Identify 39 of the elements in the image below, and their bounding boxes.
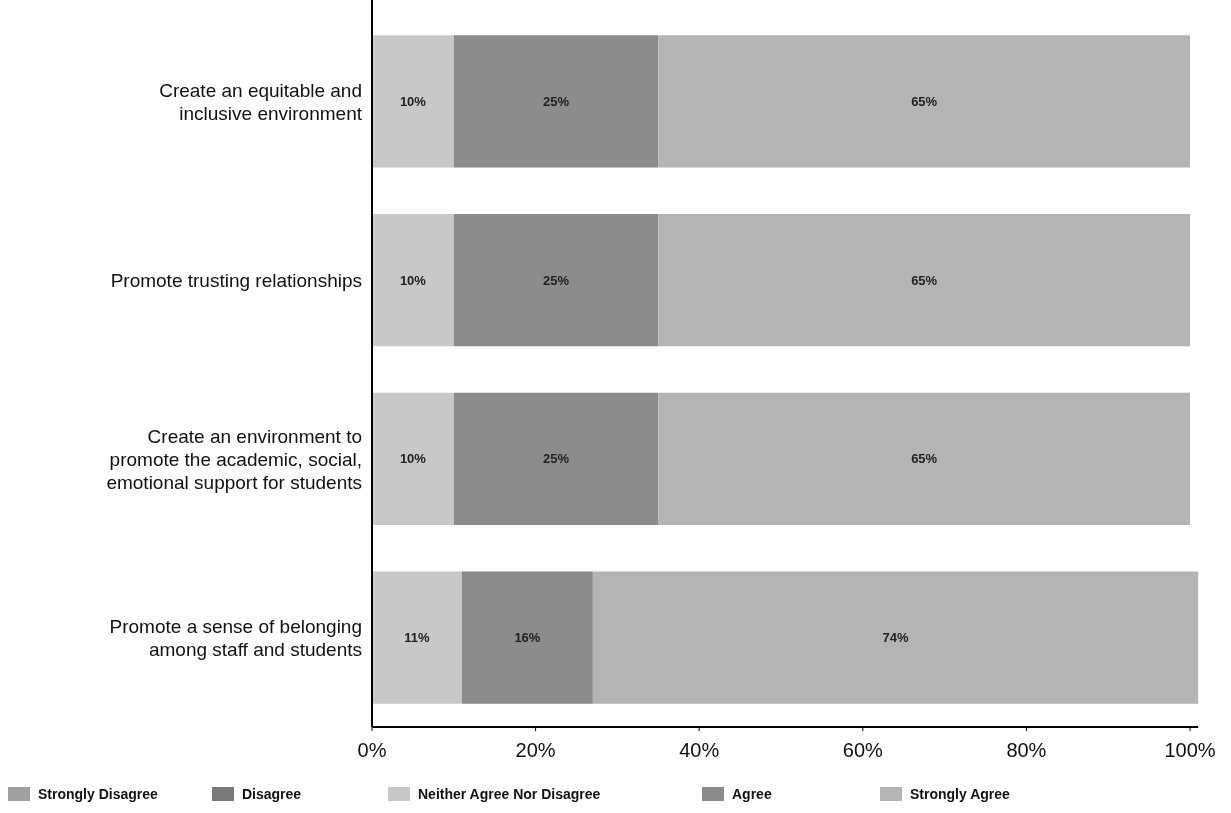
data-label: 10% (399, 451, 427, 467)
bar (453, 213, 659, 347)
y-tick-label: Create an equitable and inclusive environment (159, 79, 363, 124)
bar (658, 35, 1190, 168)
x-tick-label: 20% (515, 739, 556, 761)
bar (658, 392, 1190, 526)
x-tick-label: 60% (842, 739, 884, 761)
y-tick-label: Promote trusting relationships (110, 269, 362, 291)
data-label: 25% (543, 93, 570, 109)
x-tick-label: 80% (1006, 739, 1047, 761)
x-tick-label: 100% (1164, 739, 1216, 761)
bar (372, 571, 462, 704)
y-tick-label: Promote a sense of belonging among staff and students (109, 615, 362, 660)
legend-label: Disagree (242, 785, 302, 802)
data-label: 25% (543, 272, 570, 288)
data-label: 10% (399, 272, 427, 288)
legend-label: Neither Agree Nor Disagree (418, 785, 601, 802)
data-label: 65% (911, 272, 938, 288)
legend-label: Strongly Agree (910, 785, 1011, 802)
data-label: 10% (399, 93, 427, 109)
data-label: 74% (882, 630, 909, 646)
bar (372, 213, 454, 347)
x-tick-label: 40% (679, 739, 720, 761)
legend-label: Agree (732, 785, 772, 802)
y-tick-label: Create an environment to promote the academic, social, emotional support for students (106, 425, 362, 493)
data-label: 65% (911, 451, 938, 467)
bar (461, 571, 593, 704)
bar (372, 392, 454, 526)
bar (592, 571, 1199, 704)
data-label: 11% (404, 630, 431, 646)
x-tick-label: 0% (357, 739, 387, 761)
legend-label: Strongly Disagree (38, 785, 159, 802)
data-label: 65% (911, 93, 938, 109)
bar (453, 392, 659, 526)
data-label: 16% (514, 630, 541, 646)
bar (372, 35, 454, 168)
bar (453, 35, 659, 168)
bar (658, 213, 1190, 347)
data-label: 25% (543, 451, 570, 467)
